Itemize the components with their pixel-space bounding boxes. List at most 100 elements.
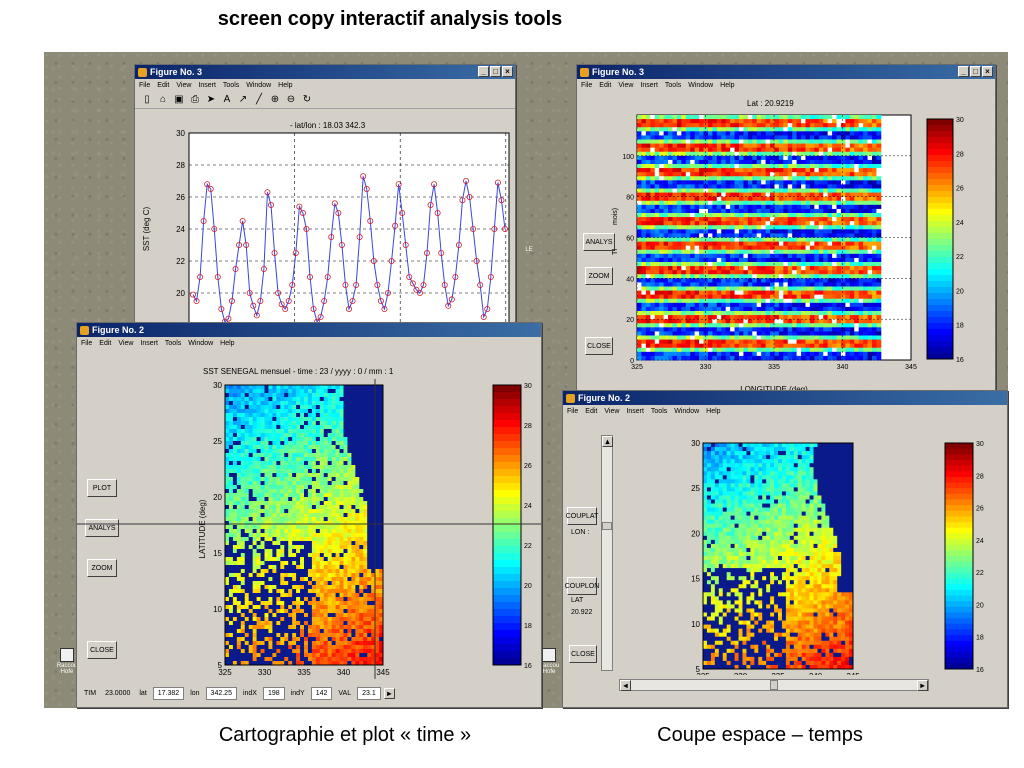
hovmoller-cell <box>721 192 727 198</box>
menu-help[interactable]: Help <box>278 81 293 89</box>
print-icon[interactable]: ⎙ <box>191 94 199 105</box>
hovmoller-cell <box>659 200 665 206</box>
hovmoller-cell <box>854 172 860 177</box>
window-titlebar[interactable]: Figure No. 3 _ □ × <box>577 65 995 79</box>
zoom-out-icon[interactable]: ⊖ <box>286 94 296 105</box>
hovmoller-cell <box>659 290 665 296</box>
menu-view[interactable]: View <box>176 81 192 89</box>
map-cell <box>252 445 257 450</box>
hovmoller-cell <box>725 331 731 336</box>
menu-insert[interactable]: Insert <box>140 339 158 347</box>
hovmoller-cell <box>659 139 665 144</box>
save-icon[interactable]: ▣ <box>174 94 184 105</box>
minimize-button[interactable]: _ <box>958 66 969 77</box>
close-window-button[interactable]: × <box>982 66 993 77</box>
hovmoller-cell <box>668 135 673 140</box>
hovmoller-cell <box>637 327 642 332</box>
map-cell <box>268 521 273 526</box>
open-folder-icon[interactable]: ⌂ <box>159 94 167 105</box>
hovmoller-cell <box>787 306 793 312</box>
hovmoller-cell <box>685 347 691 353</box>
hovmoller-cell <box>858 331 864 336</box>
map-cell <box>276 389 281 394</box>
menu-window[interactable]: Window <box>188 339 214 347</box>
minimize-button[interactable]: _ <box>478 66 489 77</box>
hovmoller-cell <box>676 204 682 210</box>
menu-insert[interactable]: Insert <box>640 81 658 89</box>
menu-help[interactable]: Help <box>720 81 735 89</box>
hovmoller-cell <box>672 343 678 349</box>
hovmoller-cell <box>823 180 829 185</box>
analys-button[interactable]: ANALYS <box>583 233 615 251</box>
menu-tools[interactable]: Tools <box>164 339 182 347</box>
insert-line-icon[interactable]: ╱ <box>255 94 263 105</box>
close-window-button[interactable]: × <box>502 66 513 77</box>
hovmoller-cell <box>738 286 744 291</box>
desktop-shortcut-icon[interactable]: Raccou Hofe <box>534 648 564 675</box>
hovmoller-cell <box>778 176 784 181</box>
hovmoller-cell <box>809 127 815 132</box>
hovmoller-cell <box>787 286 793 291</box>
desktop-icon-label: Raccou Hofe <box>538 663 560 675</box>
hovmoller-cell <box>845 159 851 165</box>
map-cell <box>276 485 281 490</box>
zoom-button[interactable]: ZOOM <box>585 267 613 285</box>
hovmoller-cell <box>823 151 829 157</box>
insert-arrow-icon[interactable]: ↗ <box>238 94 248 105</box>
menu-file[interactable]: File <box>581 81 593 89</box>
menu-edit[interactable]: Edit <box>599 81 612 89</box>
menu-window[interactable]: Window <box>688 81 714 89</box>
maximize-button[interactable]: □ <box>490 66 501 77</box>
hovmoller-cell <box>668 241 673 247</box>
menu-file[interactable]: File <box>81 339 93 347</box>
hovmoller-cell <box>765 233 771 238</box>
hovmoller-cell <box>840 294 846 300</box>
hovmoller-cell <box>707 286 713 291</box>
window-titlebar[interactable]: Figure No. 3 _ □ × <box>135 65 515 79</box>
menu-file[interactable]: File <box>139 81 151 89</box>
map-cell <box>371 405 376 410</box>
desktop-shortcut-icon[interactable]: Raccou Hofe <box>52 648 82 675</box>
menu-edit[interactable]: Edit <box>157 81 170 89</box>
menu-view[interactable]: View <box>118 339 134 347</box>
menu-insert[interactable]: Insert <box>198 81 216 89</box>
map-cell <box>347 441 352 446</box>
data-point <box>466 194 473 201</box>
hovmoller-cell <box>792 245 798 251</box>
map-cell <box>228 477 234 482</box>
hovmoller-cell <box>752 208 758 214</box>
window-titlebar[interactable]: Figure No. 2 <box>77 323 541 337</box>
menu-view[interactable]: View <box>618 81 634 89</box>
y-tick-label: 22 <box>176 257 185 266</box>
menu-window[interactable]: Window <box>246 81 272 89</box>
data-point <box>257 297 264 304</box>
map-cell <box>248 453 254 458</box>
menu-tools[interactable]: Tools <box>664 81 682 89</box>
select-arrow-icon[interactable]: ➤ <box>206 94 216 105</box>
menu-edit[interactable]: Edit <box>99 339 112 347</box>
insert-text-icon[interactable]: A <box>223 94 231 105</box>
zoom-button[interactable]: ZOOM <box>87 559 117 577</box>
new-file-icon[interactable]: ▯ <box>144 94 150 105</box>
close-button[interactable]: CLOSE <box>87 641 117 659</box>
hovmoller-cell <box>668 331 673 336</box>
hovmoller-cell <box>681 217 687 222</box>
plot-button[interactable]: PLOT <box>87 479 117 497</box>
hovmoller-cell <box>832 155 837 161</box>
map-cell <box>347 473 352 478</box>
hovmoller-cell <box>641 253 647 259</box>
hovmoller-cell <box>712 278 718 283</box>
hovmoller-cell <box>650 257 656 263</box>
menu-tools[interactable]: Tools <box>222 81 240 89</box>
map-cell <box>347 477 352 482</box>
close-button[interactable]: CLOSE <box>585 337 613 355</box>
zoom-in-icon[interactable]: ⊕ <box>270 94 280 105</box>
menu-help[interactable]: Help <box>220 339 235 347</box>
hovmoller-cell <box>761 253 766 259</box>
maximize-button[interactable]: □ <box>970 66 981 77</box>
rotate-icon[interactable]: ↻ <box>302 94 312 105</box>
figure-toolbar: ▯ ⌂ ▣ ⎙ ➤ A ↗ ╱ ⊕ ⊖ ↻ <box>135 91 515 109</box>
